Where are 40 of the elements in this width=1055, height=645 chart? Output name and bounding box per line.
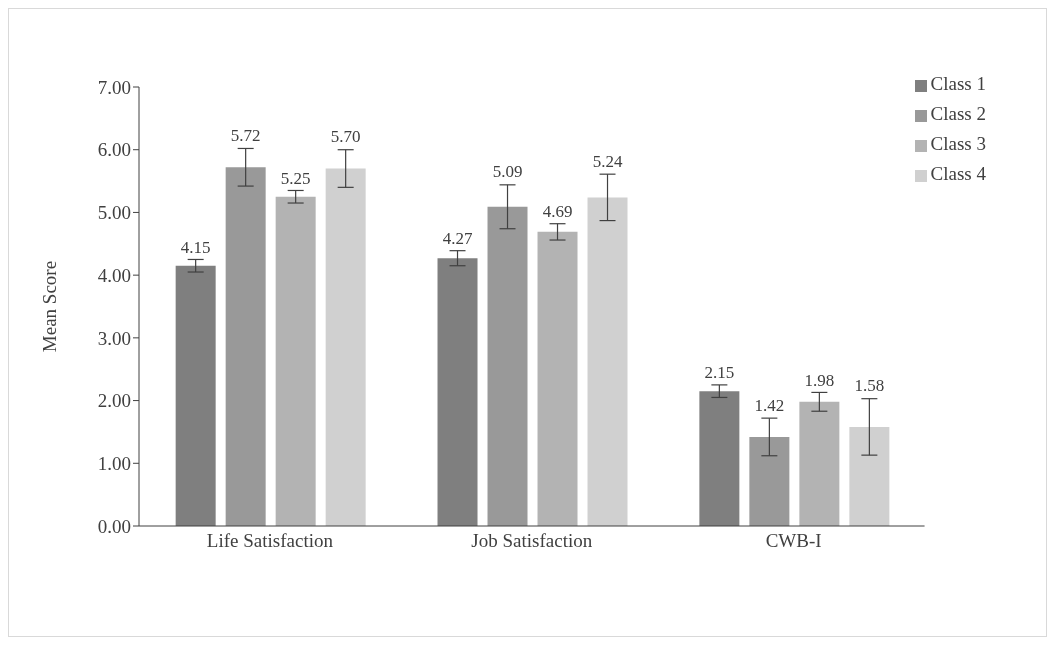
legend-label: Class 1 xyxy=(930,73,986,94)
x-tick-label: Life Satisfaction xyxy=(206,530,334,552)
data-label: 5.24 xyxy=(592,151,623,171)
data-label: 4.15 xyxy=(180,238,211,258)
data-label: 4.27 xyxy=(442,229,473,249)
bar xyxy=(487,206,528,526)
bar xyxy=(225,167,266,526)
bar xyxy=(799,401,840,526)
legend-label: Class 4 xyxy=(930,163,986,184)
y-tick-label: 4.00 xyxy=(97,264,131,286)
data-label: 5.70 xyxy=(330,127,361,147)
y-axis-title: Mean Score xyxy=(38,260,60,353)
x-tick-label: Job Satisfaction xyxy=(471,530,593,552)
bar xyxy=(699,391,740,526)
y-tick-label: 1.00 xyxy=(97,453,131,475)
legend-label: Class 2 xyxy=(930,103,986,124)
bar xyxy=(749,436,790,526)
data-label: 5.25 xyxy=(280,169,311,189)
data-label: 1.98 xyxy=(804,370,835,390)
y-tick-label: 0.00 xyxy=(97,515,131,537)
bar xyxy=(437,258,478,526)
bar xyxy=(325,168,366,526)
data-label: 1.42 xyxy=(754,395,785,415)
bar xyxy=(849,426,890,526)
bar xyxy=(275,196,316,526)
y-tick-label: 5.00 xyxy=(97,202,131,224)
y-tick-label: 7.00 xyxy=(97,76,131,98)
data-label: 1.58 xyxy=(854,375,885,395)
data-label: 5.72 xyxy=(230,126,261,146)
y-tick-label: 3.00 xyxy=(97,327,131,349)
bar xyxy=(587,197,628,526)
data-label: 2.15 xyxy=(704,363,735,383)
data-label: 4.69 xyxy=(542,202,573,222)
bar xyxy=(537,231,578,526)
legend-label: Class 3 xyxy=(930,133,986,154)
x-tick-label: CWB-I xyxy=(765,530,822,552)
data-label: 5.09 xyxy=(492,162,523,182)
bar xyxy=(175,265,216,526)
y-tick-label: 2.00 xyxy=(97,390,131,412)
y-tick-label: 6.00 xyxy=(97,139,131,161)
